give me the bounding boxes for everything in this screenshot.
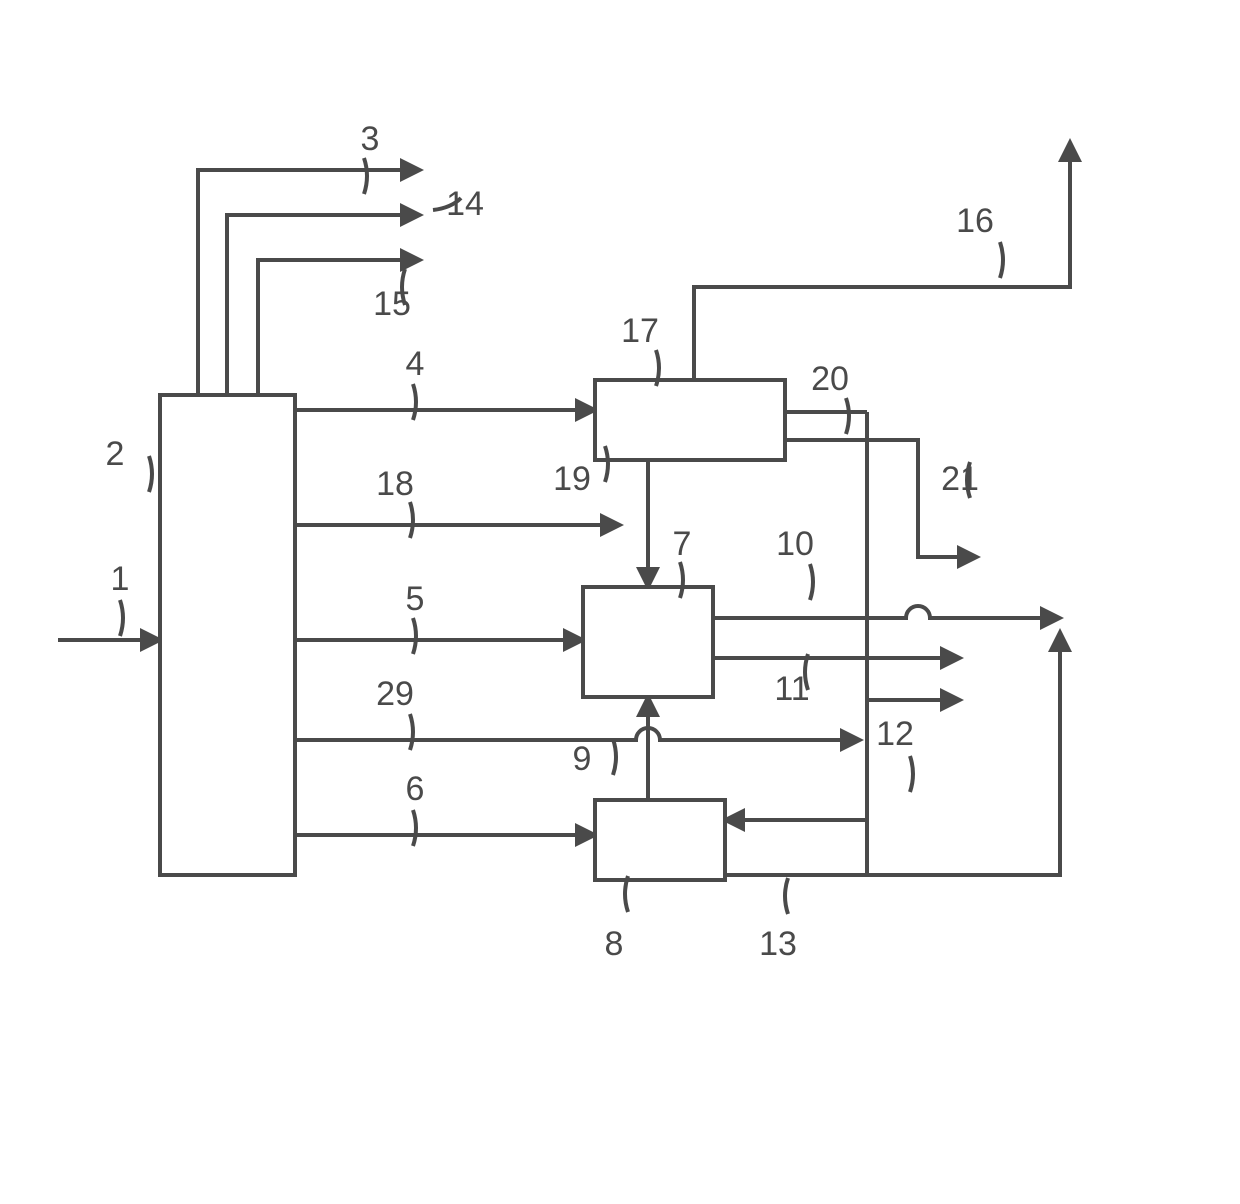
label-9: 9 bbox=[573, 740, 592, 778]
label-16: 16 bbox=[956, 202, 994, 240]
box-b17 bbox=[595, 380, 785, 460]
label-12: 12 bbox=[876, 715, 914, 753]
label-17: 17 bbox=[621, 312, 659, 350]
flow-diagram: 12345678910111213141516171819202129 bbox=[0, 0, 1240, 1204]
leader-18 bbox=[410, 502, 413, 538]
arrow-a3 bbox=[198, 170, 420, 395]
leader-29 bbox=[410, 714, 413, 750]
label-4: 4 bbox=[406, 345, 425, 383]
label-18: 18 bbox=[376, 465, 414, 503]
arrow-a13 bbox=[725, 632, 1060, 875]
leader-6 bbox=[413, 810, 416, 846]
arrow-a10 bbox=[713, 606, 1060, 618]
label-20: 20 bbox=[811, 360, 849, 398]
label-11: 11 bbox=[774, 670, 809, 708]
leader-1 bbox=[120, 600, 123, 636]
leader-17 bbox=[656, 350, 659, 386]
leader-20 bbox=[846, 398, 849, 434]
leader-7 bbox=[680, 562, 683, 598]
label-13: 13 bbox=[759, 925, 797, 963]
label-19: 19 bbox=[553, 460, 591, 498]
label-15: 15 bbox=[373, 285, 411, 323]
label-14: 14 bbox=[446, 185, 484, 223]
box-b7 bbox=[583, 587, 713, 697]
leader-10 bbox=[810, 564, 813, 600]
label-2: 2 bbox=[106, 435, 125, 473]
leader-12 bbox=[910, 756, 913, 792]
label-5: 5 bbox=[406, 580, 425, 618]
leader-8 bbox=[625, 876, 628, 912]
leader-19 bbox=[605, 446, 608, 482]
box-col bbox=[160, 395, 295, 875]
label-7: 7 bbox=[673, 525, 692, 563]
arrow-a29 bbox=[295, 728, 860, 740]
label-10: 10 bbox=[776, 525, 814, 563]
leader-16 bbox=[1000, 242, 1003, 278]
label-1: 1 bbox=[111, 560, 130, 598]
label-29: 29 bbox=[376, 675, 414, 713]
leader-4 bbox=[413, 384, 416, 420]
box-b8 bbox=[595, 800, 725, 880]
leader-5 bbox=[413, 618, 416, 654]
leader-2 bbox=[149, 456, 152, 492]
arrow-a16 bbox=[694, 142, 1070, 380]
leader-13 bbox=[785, 878, 788, 914]
arrow-a15 bbox=[258, 260, 420, 395]
label-6: 6 bbox=[406, 770, 425, 808]
leader-9 bbox=[613, 739, 616, 775]
leader-3 bbox=[364, 158, 367, 194]
label-3: 3 bbox=[361, 120, 380, 158]
label-21: 21 bbox=[941, 460, 979, 498]
label-8: 8 bbox=[605, 925, 624, 963]
